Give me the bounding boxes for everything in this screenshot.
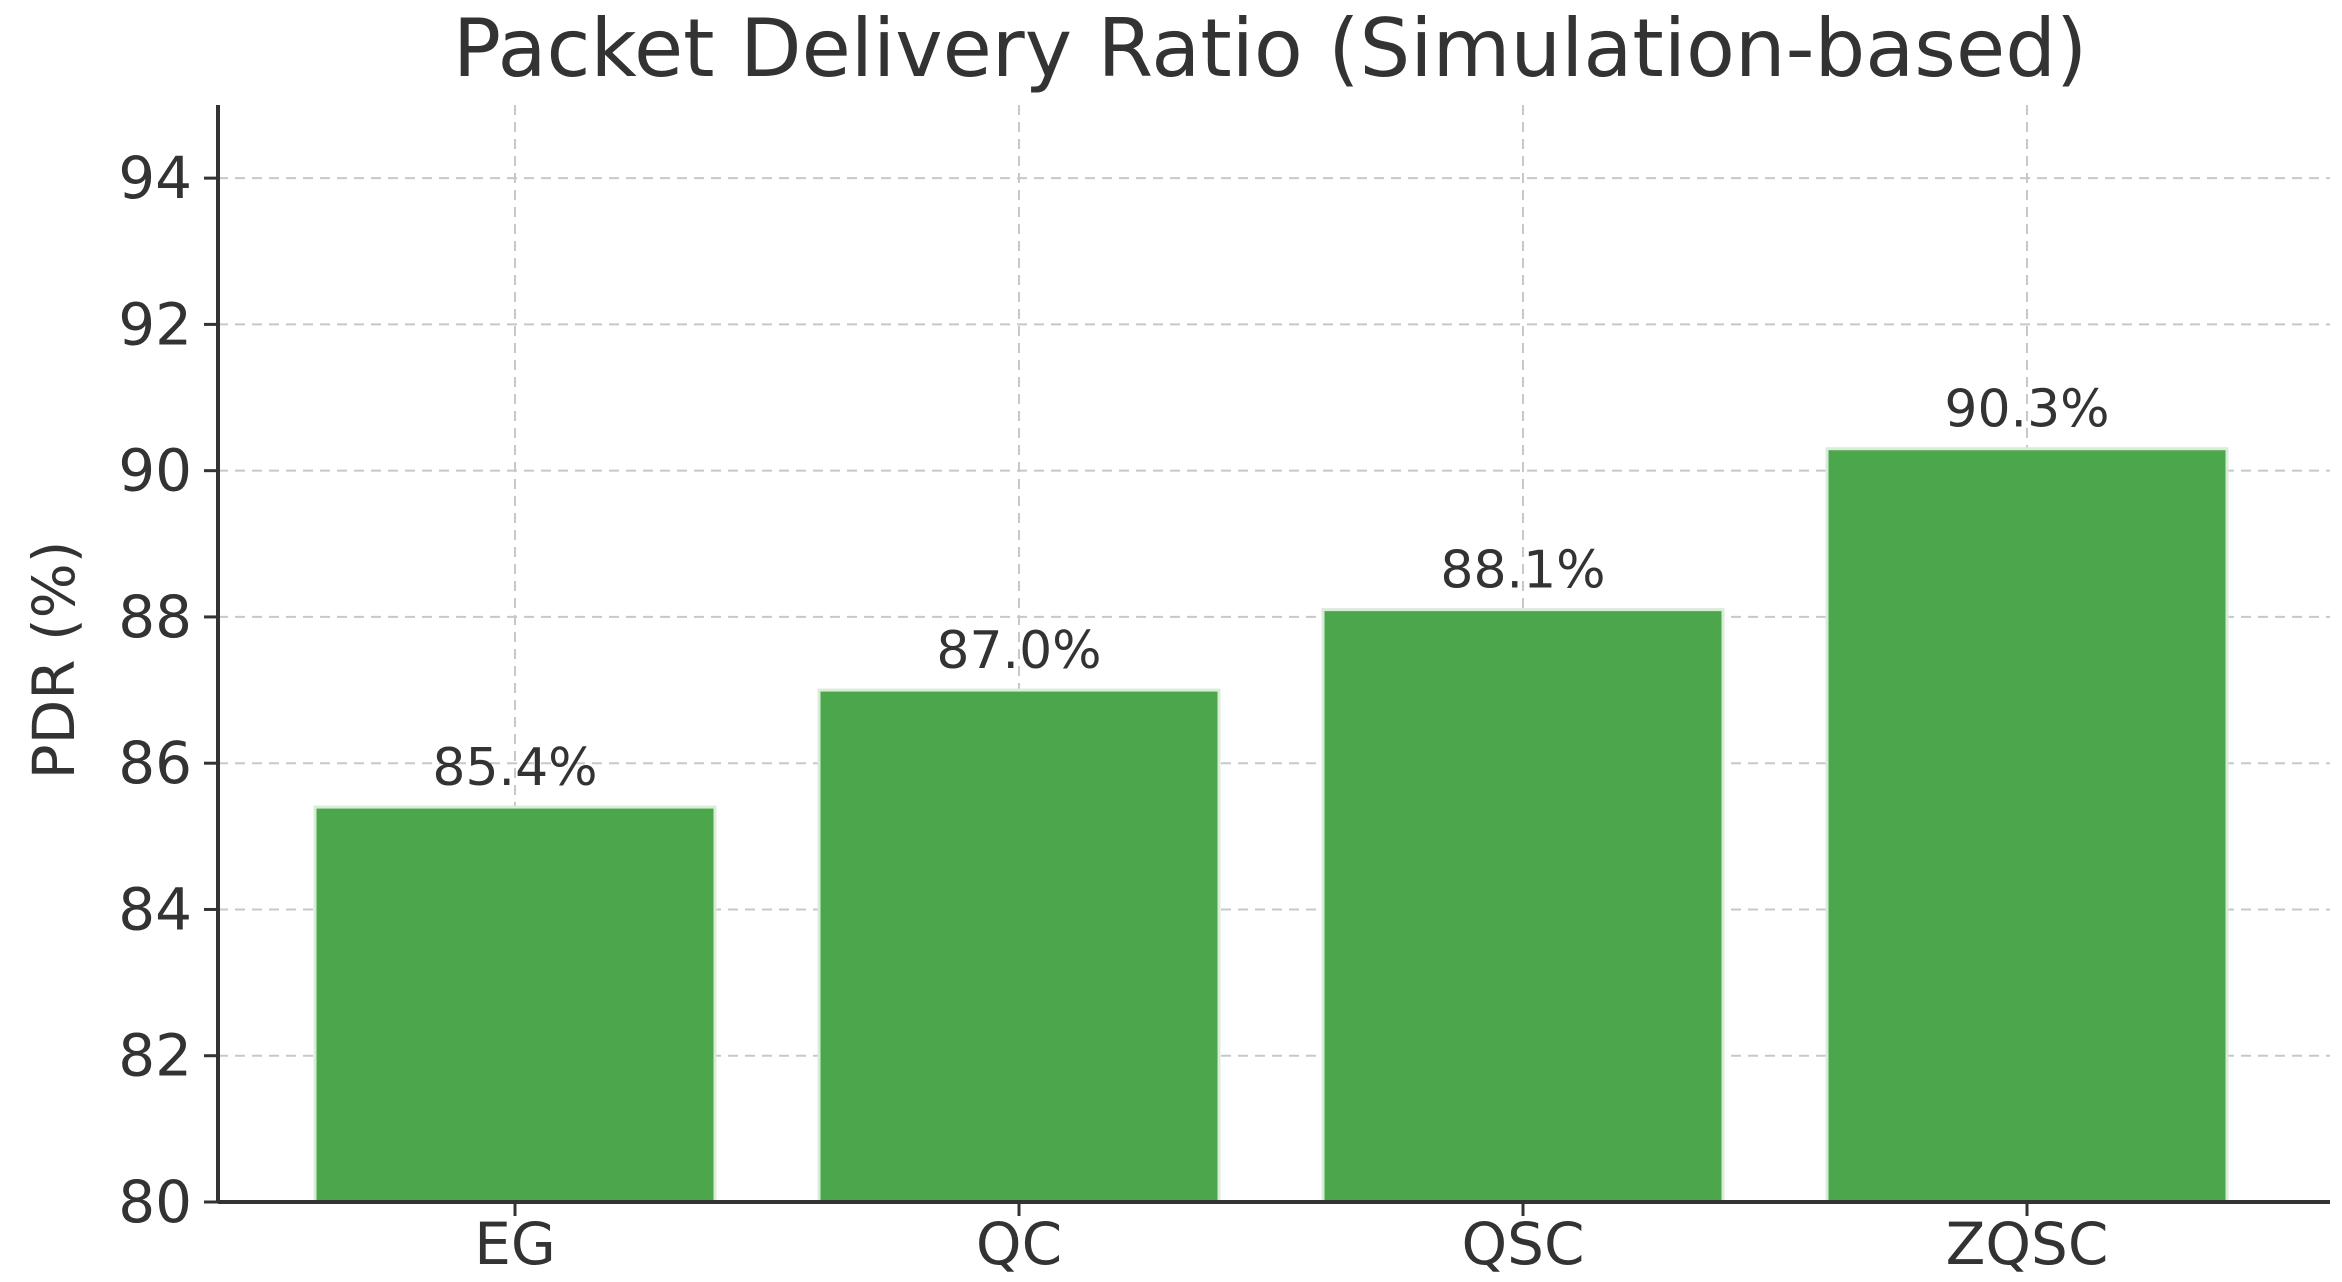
x-tick-label: ZQSC bbox=[1946, 1210, 2109, 1278]
y-tick-label: 80 bbox=[118, 1168, 192, 1236]
y-tick-label: 94 bbox=[118, 144, 192, 212]
tick-labels: 80 82 84 86 88 90 92 94 EG QC QSC ZQSC bbox=[118, 144, 2108, 1278]
y-tick-label: 82 bbox=[118, 1022, 192, 1090]
data-label-qc: 87.0% bbox=[936, 621, 1101, 681]
bar-qsc bbox=[1321, 608, 1725, 1204]
bar-qc bbox=[817, 688, 1221, 1204]
data-label-eg: 85.4% bbox=[432, 738, 597, 798]
x-tick-label: QSC bbox=[1462, 1210, 1585, 1278]
data-label-zqsc: 90.3% bbox=[1944, 380, 2109, 440]
chart-title: Packet Delivery Ratio (Simulation-based) bbox=[453, 2, 2087, 95]
data-label-qsc: 88.1% bbox=[1440, 541, 1605, 601]
bar-eg bbox=[313, 805, 717, 1204]
x-tick-label: EG bbox=[474, 1210, 556, 1278]
y-tick-label: 90 bbox=[118, 437, 192, 505]
bars bbox=[313, 447, 2229, 1204]
bar-zqsc bbox=[1825, 447, 2229, 1204]
axes bbox=[204, 105, 2330, 1216]
x-tick-label: QC bbox=[976, 1210, 1062, 1278]
data-labels: 85.4% 87.0% 88.1% 90.3% bbox=[432, 380, 2109, 798]
y-tick-label: 88 bbox=[118, 583, 192, 651]
y-axis-label: PDR (%) bbox=[20, 541, 88, 780]
y-tick-label: 92 bbox=[118, 290, 192, 358]
y-tick-label: 86 bbox=[118, 729, 192, 797]
y-tick-label: 84 bbox=[118, 875, 192, 943]
